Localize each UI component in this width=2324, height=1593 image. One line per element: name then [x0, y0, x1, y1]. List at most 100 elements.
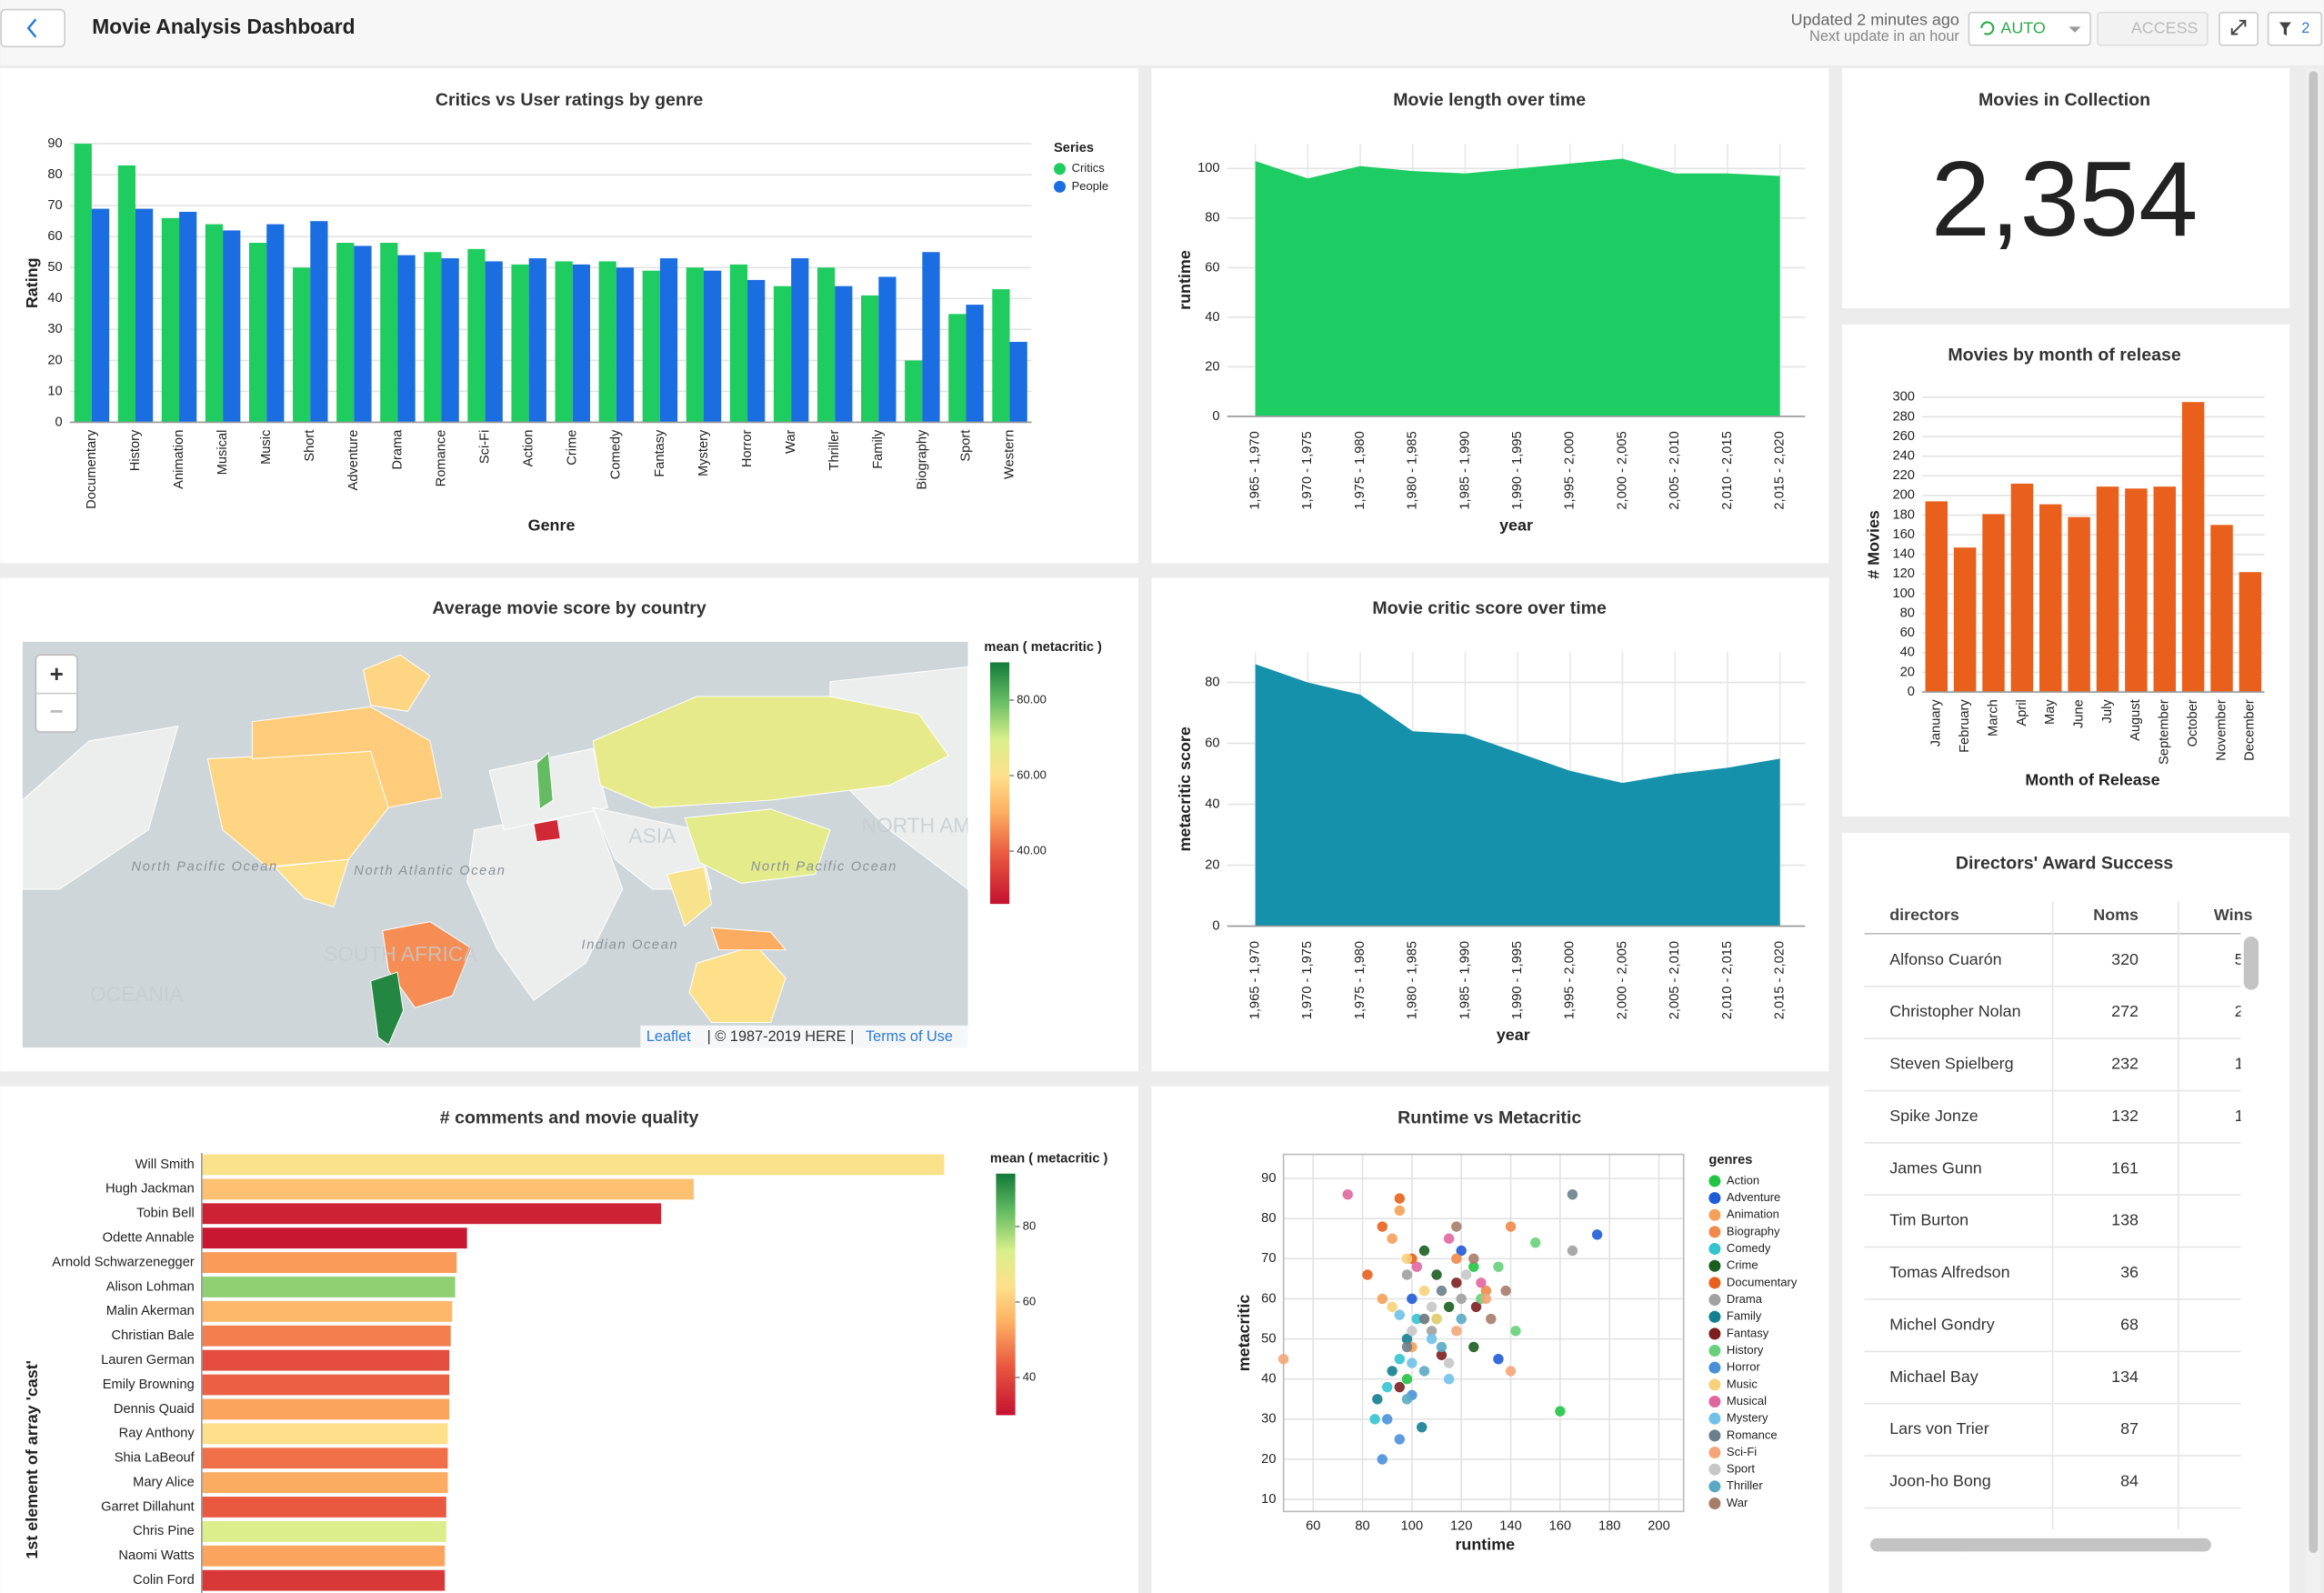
bar [686, 267, 704, 423]
table-cell: 36 [2120, 1263, 2139, 1281]
point [1500, 1285, 1511, 1297]
expand-button[interactable] [2219, 12, 2259, 46]
point [1377, 1293, 1387, 1305]
bar [266, 224, 285, 423]
point [1394, 1205, 1406, 1217]
legend-label: People [1072, 179, 1109, 193]
table-cell: Tomas Alfredson [1889, 1263, 2009, 1281]
legend-swatch [1708, 1259, 1721, 1272]
bar [992, 289, 1010, 423]
x-tick-label: 1,965 - 1,970 [1248, 431, 1263, 509]
x-tick-label: Crime [566, 430, 580, 466]
legend-tick-label: 60 [1023, 1294, 1036, 1307]
column-header[interactable]: Noms [2093, 906, 2139, 924]
y-tick-label: 240 [1892, 449, 1914, 464]
y-tick-label: 140 [1892, 547, 1914, 562]
x-axis-title: Genre [528, 516, 576, 534]
legend-label: Sci-Fi [1727, 1445, 1757, 1458]
point [1401, 1333, 1413, 1345]
zoom-button[interactable]: + [50, 660, 64, 687]
bar [2039, 504, 2062, 693]
point [1387, 1366, 1397, 1377]
x-tick-label: 120 [1450, 1519, 1472, 1534]
point [1342, 1189, 1353, 1200]
attribution[interactable]: Terms of Use [866, 1028, 953, 1045]
bar [1009, 341, 1027, 423]
bar [201, 1300, 453, 1322]
y-tick-label: Chris Pine [133, 1524, 195, 1538]
legend-title: genres [1708, 1153, 1752, 1167]
point [1443, 1233, 1455, 1244]
bar [861, 295, 879, 423]
legend-swatch [1708, 1345, 1721, 1358]
attribution[interactable]: Leaflet [646, 1028, 691, 1045]
x-tick-label: 1,985 - 1,990 [1458, 941, 1472, 1019]
point [1456, 1245, 1467, 1257]
bar [2181, 402, 2205, 693]
point [1394, 1309, 1406, 1320]
y-tick-label: Lauren German [101, 1353, 195, 1368]
bar [791, 258, 809, 423]
table-vscroll[interactable] [2243, 937, 2259, 990]
legend-swatch [1708, 1208, 1721, 1221]
y-tick-label: 10 [1261, 1492, 1276, 1507]
bar [2068, 516, 2090, 693]
legend-swatch [1708, 1226, 1721, 1238]
legend-label: Crime [1727, 1258, 1758, 1272]
x-tick-label: September [2158, 699, 2172, 765]
bar [878, 276, 897, 423]
y-tick-label: Hugh Jackman [105, 1182, 195, 1197]
x-tick-label: Drama [390, 429, 405, 470]
back-button[interactable] [0, 8, 65, 48]
legend-swatch [1708, 1361, 1721, 1374]
point [1426, 1326, 1437, 1337]
table-cell: 272 [2111, 1002, 2139, 1020]
point [1394, 1353, 1406, 1365]
access-button[interactable] [2097, 12, 2209, 46]
y-tick-label: Will Smith [135, 1157, 195, 1172]
bar [485, 261, 503, 423]
point [1401, 1374, 1413, 1385]
x-tick-label: 140 [1499, 1519, 1521, 1534]
caret[interactable] [2069, 26, 2081, 33]
y-tick-label: 80 [1205, 675, 1219, 689]
point [1394, 1381, 1406, 1393]
y-tick-label: 300 [1892, 390, 1914, 405]
page-scroll-thumb[interactable] [2309, 71, 2319, 1553]
table-hscroll[interactable] [1870, 1538, 2211, 1552]
y-tick-label: 20 [47, 353, 62, 367]
bar [773, 286, 792, 423]
bar [816, 267, 836, 423]
y-tick-label: 80 [47, 167, 62, 182]
table-cell: 132 [2111, 1107, 2139, 1125]
x-tick-label: Mystery [696, 429, 711, 476]
legend-label: Adventure [1727, 1190, 1780, 1204]
auto-button[interactable] [1968, 12, 2091, 46]
country [536, 751, 554, 810]
filter-button[interactable] [2267, 12, 2323, 46]
legend-title: mean ( metacritic ) [990, 1151, 1108, 1166]
bar [117, 165, 135, 423]
column-header[interactable]: directors [1889, 906, 1959, 924]
table: directors Noms Wins Alfonso Cuarón 320 50 Chri… [1864, 900, 2259, 1552]
point [1372, 1394, 1383, 1405]
point [1377, 1454, 1387, 1465]
bar [703, 270, 722, 423]
x-tick-label: 1,965 - 1,970 [1248, 941, 1263, 1019]
bar [2239, 572, 2262, 693]
point [1426, 1301, 1437, 1312]
y-tick-label: 90 [47, 136, 62, 151]
point [1377, 1221, 1387, 1232]
point [1460, 1269, 1472, 1280]
legend-label: Animation [1727, 1207, 1779, 1221]
map-title: Average movie score by country [432, 598, 706, 618]
y-tick-label: 60 [1205, 260, 1219, 275]
legend-label: Sport [1727, 1462, 1755, 1476]
bar [598, 261, 616, 423]
zoom-button[interactable]: − [50, 697, 64, 725]
land [466, 807, 624, 1001]
y-tick-label: 20 [1205, 857, 1219, 872]
bar [380, 243, 398, 423]
column-header[interactable]: Wins [2214, 906, 2253, 924]
point [1426, 1333, 1437, 1345]
